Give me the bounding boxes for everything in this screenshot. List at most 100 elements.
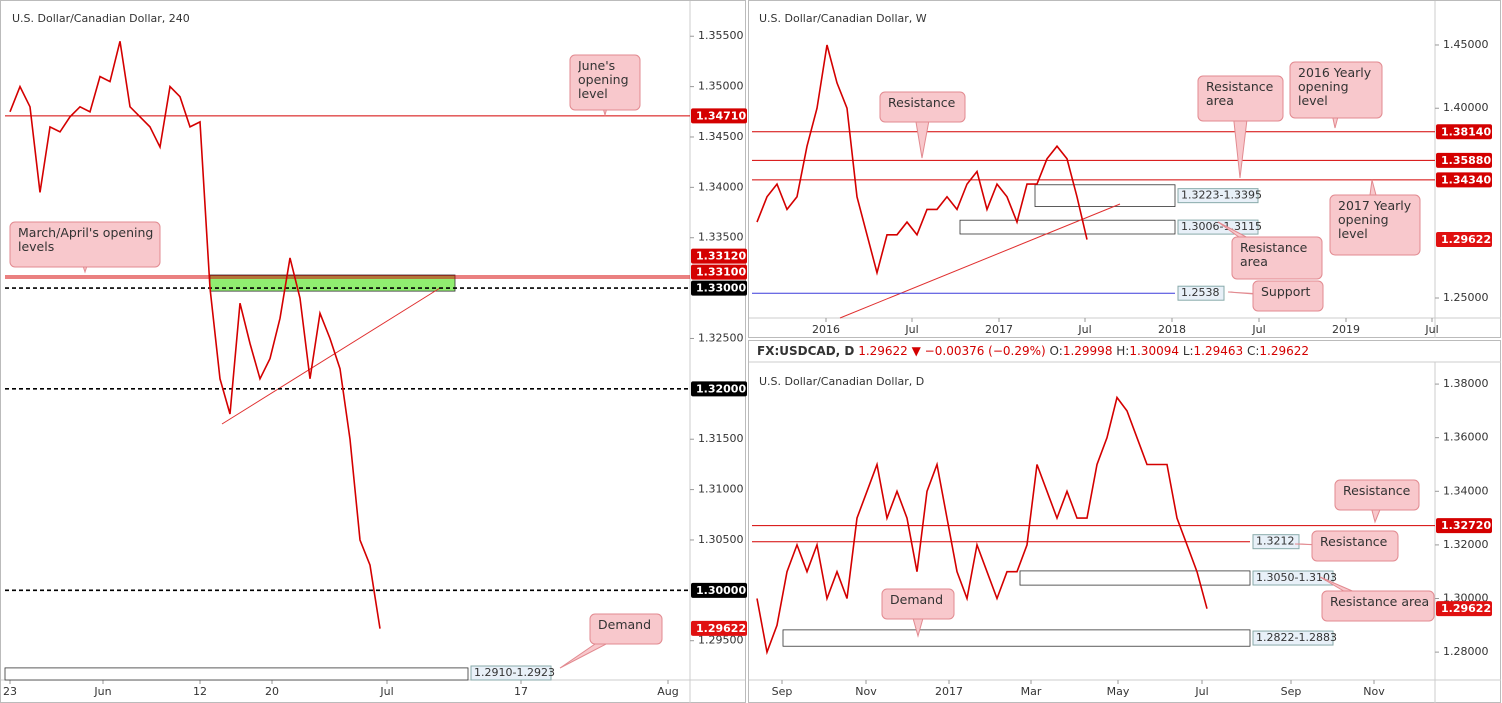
x-tick-label: 20 — [265, 685, 279, 698]
callout: Resistance area — [1206, 80, 1273, 108]
price-badge-label: 1.33100 — [696, 266, 746, 279]
price-badge — [691, 620, 747, 636]
callout: Resistance area — [1240, 241, 1307, 269]
symbol-header: FX:USDCAD, D 1.29622 ▼ −0.00376 (−0.29%)… — [757, 344, 1309, 358]
callout-joint — [1347, 532, 1363, 546]
zone — [782, 629, 1251, 647]
price-badge-label: 1.32720 — [1441, 519, 1491, 532]
x-tick-label: Sep — [772, 685, 793, 698]
callout-text: March/April's opening levels — [18, 226, 154, 254]
x-tick-label: 2019 — [1332, 323, 1360, 336]
callout-text: Resistance — [1343, 484, 1411, 498]
x-tick-label: Jul — [904, 323, 918, 336]
x-tick-label: Jul — [379, 685, 393, 698]
chart-title: U.S. Dollar/Canadian Dollar, 240 — [12, 12, 190, 25]
callout-joint — [618, 629, 634, 643]
y-tick-label: 1.34000 — [1443, 484, 1489, 497]
price-badge-label: 1.32000 — [696, 382, 746, 395]
y-tick-label: 1.28000 — [1443, 645, 1489, 658]
callout-text: Resistance — [1320, 535, 1388, 549]
level-label-box — [1177, 285, 1225, 301]
callout: 2017 Yearly opening level — [1338, 199, 1411, 241]
price-badge — [691, 108, 747, 124]
price-badge — [691, 381, 747, 397]
x-tick-label: 17 — [514, 685, 528, 698]
callout-joint — [1369, 495, 1385, 509]
panel — [748, 340, 1501, 703]
x-tick-label: Aug — [657, 685, 678, 698]
y-tick-label: 1.32500 — [698, 331, 744, 344]
trend-line — [221, 287, 441, 425]
zone — [959, 219, 1176, 235]
x-tick-label: 2018 — [1158, 323, 1186, 336]
trend-line — [839, 203, 1121, 319]
price-badge-label: 1.30000 — [696, 584, 746, 597]
callout-text: Demand — [890, 593, 944, 607]
zone-label-box — [1252, 570, 1334, 586]
callout-joint — [77, 244, 93, 266]
zone — [1034, 184, 1176, 207]
x-tick-label: 2017 — [985, 323, 1013, 336]
callout-joint — [914, 107, 931, 121]
zone-label-box — [1177, 219, 1259, 235]
x-tick-label: Mar — [1021, 685, 1042, 698]
zone — [4, 667, 469, 681]
x-tick-label: Nov — [1363, 685, 1385, 698]
price-badge-label: 1.29622 — [1441, 233, 1491, 246]
y-tick-label: 1.31000 — [698, 483, 744, 496]
callout-joint — [1367, 196, 1383, 225]
x-tick-label: Jun — [93, 685, 111, 698]
price-badge-label: 1.34340 — [1441, 173, 1491, 186]
y-tick-label: 1.36000 — [1443, 431, 1489, 444]
price-badge — [1436, 124, 1492, 140]
callout: Resistance — [1343, 484, 1411, 498]
callout: Resistance area — [1330, 595, 1429, 609]
price-line — [756, 44, 1088, 276]
callout-joint — [1280, 282, 1296, 296]
zone-label: 1.3223-1.3395 — [1181, 189, 1262, 202]
price-badge-label: 1.33000 — [696, 282, 746, 295]
y-tick-label: 1.29500 — [698, 634, 744, 647]
x-tick-label: 2017 — [935, 685, 963, 698]
y-tick-label: 1.38000 — [1443, 377, 1489, 390]
price-badge — [691, 248, 747, 264]
callout-joint — [910, 604, 926, 618]
callout-text: 2016 Yearly opening level — [1298, 66, 1372, 108]
x-tick-label: 2016 — [812, 323, 840, 336]
callout-joint — [1269, 238, 1285, 258]
callout: March/April's opening levels — [18, 226, 154, 254]
price-badge — [1436, 152, 1492, 168]
callout: Demand — [890, 593, 944, 607]
y-tick-label: 1.32000 — [1443, 538, 1489, 551]
y-tick-label: 1.34500 — [698, 130, 744, 143]
y-tick-label: 1.45000 — [1443, 38, 1489, 51]
callout-text: June's opening level — [578, 59, 629, 101]
zone-label: 1.3050-1.3103 — [1256, 571, 1337, 584]
callout-text: Resistance — [888, 96, 956, 110]
price-line — [9, 41, 381, 629]
price-line — [756, 395, 1208, 656]
zone-label: 1.2910-1.2923 — [474, 666, 555, 679]
price-badge — [691, 280, 747, 296]
price-badge — [1436, 232, 1492, 248]
x-tick-label: Jul — [1194, 685, 1208, 698]
level-label: 1.3212 — [1256, 535, 1295, 548]
callout-joint — [1370, 592, 1386, 606]
price-badge-label: 1.38140 — [1441, 125, 1491, 138]
zone-label-box — [1252, 630, 1334, 646]
y-tick-label: 1.30500 — [698, 533, 744, 546]
callout: June's opening level — [578, 59, 629, 101]
chart-title: U.S. Dollar/Canadian Dollar, D — [759, 375, 924, 388]
x-tick-label: 12 — [193, 685, 207, 698]
zone-label-box — [1177, 188, 1259, 204]
x-tick-label: Nov — [855, 685, 877, 698]
chart-title: U.S. Dollar/Canadian Dollar, W — [759, 12, 927, 25]
x-tick-label: May — [1107, 685, 1130, 698]
callout-joint — [597, 82, 613, 109]
y-tick-label: 1.34000 — [698, 180, 744, 193]
price-badge — [691, 264, 747, 280]
price-badge — [691, 582, 747, 598]
y-tick-label: 1.31500 — [698, 432, 744, 445]
callout: Support — [1261, 285, 1310, 299]
y-tick-label: 1.25000 — [1443, 291, 1489, 304]
